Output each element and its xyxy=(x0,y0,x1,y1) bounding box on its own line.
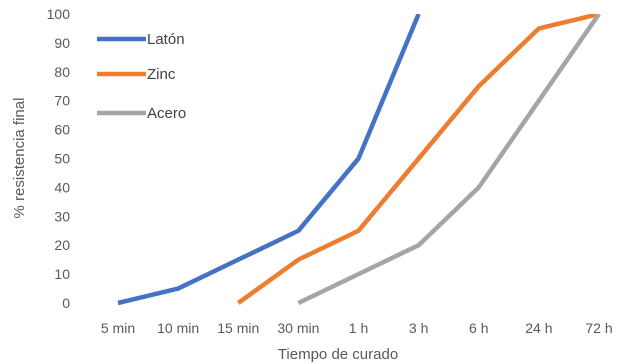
y-tick-label: 60 xyxy=(54,122,70,138)
y-tick-label: 30 xyxy=(54,208,70,224)
x-tick-label: 5 min xyxy=(101,320,135,336)
y-tick-label: 40 xyxy=(54,179,70,195)
y-tick-label: 20 xyxy=(54,237,70,253)
series-lines xyxy=(117,14,601,306)
legend: Latón Zinc Acero xyxy=(97,31,186,122)
y-axis-ticks: 0 10 20 30 40 50 60 70 80 90 100 xyxy=(47,6,71,311)
y-tick-label: 70 xyxy=(54,93,70,109)
legend-label: Latón xyxy=(147,31,185,48)
x-tick-label: 1 h xyxy=(349,320,368,336)
legend-label: Zinc xyxy=(147,66,176,83)
x-tick-label: 3 h xyxy=(409,320,428,336)
legend-label: Acero xyxy=(147,105,186,122)
x-tick-label: 30 min xyxy=(277,320,319,336)
y-tick-label: 100 xyxy=(47,6,71,22)
series-line-2 xyxy=(297,14,601,306)
x-axis-ticks: 5 min 10 min 15 min 30 min 1 h 3 h 6 h 24 h 72 h xyxy=(101,320,613,336)
x-tick-label: 6 h xyxy=(469,320,488,336)
y-tick-label: 0 xyxy=(62,295,70,311)
y-tick-label: 10 xyxy=(54,266,70,282)
y-axis-title: % resistencia final xyxy=(11,98,28,219)
series-line-1 xyxy=(236,14,600,305)
y-tick-label: 90 xyxy=(54,35,70,51)
x-axis-title: Tiempo de curado xyxy=(278,346,398,363)
y-tick-label: 50 xyxy=(54,151,70,167)
series-line-0 xyxy=(117,14,421,306)
x-tick-label: 10 min xyxy=(157,320,199,336)
x-tick-label: 15 min xyxy=(217,320,259,336)
x-tick-label: 24 h xyxy=(525,320,552,336)
y-tick-label: 80 xyxy=(54,64,70,80)
x-tick-label: 72 h xyxy=(585,320,612,336)
